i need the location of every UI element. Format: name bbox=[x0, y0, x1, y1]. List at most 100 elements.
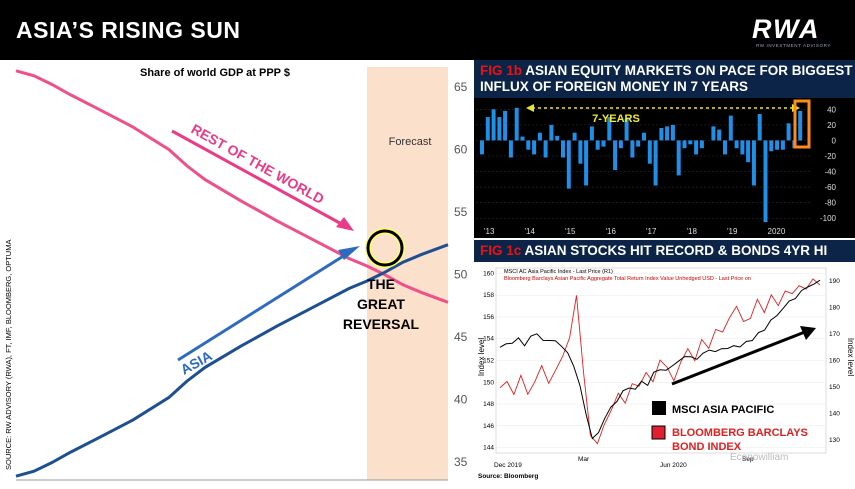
bar bbox=[549, 124, 554, 141]
left-axis-label: Index level bbox=[477, 338, 486, 376]
fig1b-bars bbox=[480, 107, 803, 223]
legend-top-msci: MSCI AC Asia Pacific Index - Last Price … bbox=[504, 269, 613, 275]
y-tick-label: -100 bbox=[820, 214, 837, 223]
y-tick-label: 40 bbox=[827, 105, 836, 114]
bar bbox=[543, 140, 548, 158]
forecast-label: Forecast bbox=[389, 136, 432, 148]
bar bbox=[497, 117, 502, 141]
asia-line bbox=[15, 243, 449, 478]
fig1c-title-text: ASIAN STOCKS HIT RECORD & BONDS 4YR HI bbox=[524, 243, 828, 258]
fig1c-chart: MSCI AC Asia Pacific Index - Last Price … bbox=[474, 262, 855, 484]
bar bbox=[711, 126, 716, 141]
bar bbox=[653, 140, 658, 186]
msci-line bbox=[499, 279, 821, 440]
rest-of-world-label: REST OF THE WORLD bbox=[189, 121, 327, 207]
rest-arrow-head bbox=[336, 217, 354, 231]
left-tick-label: 160 bbox=[483, 270, 494, 277]
logo-subtitle: RW INVESTMENT ADVISORY bbox=[756, 43, 831, 48]
y-tick-label: 40 bbox=[454, 393, 468, 407]
bar bbox=[798, 110, 803, 141]
rest-of-world-line bbox=[15, 69, 449, 304]
y-tick-label: -40 bbox=[824, 168, 836, 177]
bar bbox=[717, 129, 722, 141]
bar bbox=[624, 118, 629, 141]
bar bbox=[694, 140, 699, 155]
bar bbox=[665, 126, 670, 141]
y-tick-label: 60 bbox=[454, 142, 468, 156]
bar bbox=[630, 140, 635, 158]
bar bbox=[480, 140, 484, 155]
bar bbox=[607, 117, 612, 141]
bar bbox=[688, 140, 693, 145]
bar bbox=[775, 140, 780, 150]
bar bbox=[728, 115, 733, 141]
y-tick-label: 45 bbox=[454, 330, 468, 344]
x-tick-jun: Jun 2020 bbox=[660, 462, 687, 469]
y-tick-label: 65 bbox=[454, 80, 468, 94]
fig1b-svg: 40 20 0 -20 -40 -60 -80 -100 '13 '14 '15 '16 '17 '18… bbox=[476, 99, 837, 236]
y-tick-label: 55 bbox=[454, 205, 468, 219]
fig1b-grid: 40 20 0 -20 -40 -60 -80 -100 bbox=[476, 105, 837, 223]
right-tick-label: 150 bbox=[829, 384, 840, 391]
bar bbox=[520, 136, 525, 141]
x-tick-label: '19 bbox=[727, 227, 738, 236]
bar bbox=[659, 128, 664, 141]
seven-years-arrow-left bbox=[526, 104, 534, 112]
fig1c-svg: MSCI AC Asia Pacific Index - Last Price … bbox=[477, 267, 855, 480]
left-tick-label: 158 bbox=[483, 292, 494, 299]
legend-bond-label: BLOOMBERG BARCLAYS BOND INDEX bbox=[672, 427, 808, 453]
fig1c-right-ticks: 130 140 150 160 170 180 190 bbox=[829, 278, 840, 444]
right-tick-label: 140 bbox=[829, 410, 840, 417]
page-title: ASIA’S RISING SUN bbox=[16, 17, 241, 43]
x-tick-dec: Dec 2019 bbox=[494, 462, 522, 469]
bar bbox=[763, 140, 768, 223]
left-tick-label: 154 bbox=[483, 336, 494, 343]
trend-arrow bbox=[671, 328, 811, 386]
left-tick-label: 152 bbox=[483, 358, 494, 365]
rest-arrow bbox=[171, 129, 348, 229]
bar bbox=[723, 140, 727, 155]
y-tick-label: -20 bbox=[824, 152, 836, 161]
bar bbox=[555, 135, 560, 141]
bar bbox=[514, 107, 519, 141]
bar bbox=[757, 114, 762, 141]
source-note: SOURCE: RW ADVISORY (RWA), FT, IMF, BLOO… bbox=[4, 240, 13, 470]
x-tick-label: '15 bbox=[565, 227, 576, 236]
seven-years-label: 7-YEARS bbox=[592, 113, 640, 125]
chart-title: Share of world GDP at PPP $ bbox=[140, 67, 290, 79]
bar bbox=[734, 140, 739, 149]
bar bbox=[503, 110, 508, 141]
bar bbox=[601, 140, 606, 147]
right-tick-label: 170 bbox=[829, 331, 840, 338]
legend-msci-label: MSCI ASIA PACIFIC bbox=[672, 404, 774, 416]
fig1c-label: FIG 1c bbox=[480, 243, 522, 258]
bar bbox=[485, 117, 490, 141]
x-tick-label: '16 bbox=[606, 227, 617, 236]
legend-swatch-bond bbox=[651, 425, 666, 440]
asia-arrow bbox=[177, 248, 354, 362]
reversal-circle bbox=[366, 229, 404, 267]
gdp-y-ticks: 35 40 45 50 55 60 65 bbox=[16, 80, 468, 481]
bar bbox=[746, 140, 751, 163]
bar bbox=[537, 132, 542, 141]
bar bbox=[642, 132, 646, 141]
x-tick-label: '17 bbox=[646, 227, 657, 236]
bar bbox=[769, 140, 774, 152]
bond-index-line bbox=[499, 278, 821, 445]
bar bbox=[740, 140, 745, 155]
fig1c-source: Source: Bloomberg bbox=[478, 473, 538, 480]
bar bbox=[491, 109, 496, 141]
header-bar: ASIA’S RISING SUN RWA RW INVESTMENT ADVI… bbox=[0, 0, 855, 60]
gdp-share-chart: Forecast Share of world GDP at PPP $ 35 4… bbox=[0, 60, 472, 489]
fig1b-title-text: ASIAN EQUITY MARKETS ON PACE FOR BIGGEST… bbox=[480, 63, 853, 94]
bar bbox=[613, 140, 618, 170]
bar bbox=[647, 140, 652, 164]
y-tick-label: -80 bbox=[824, 199, 836, 208]
bar bbox=[786, 123, 791, 141]
trend-arrow-head bbox=[800, 326, 816, 340]
left-tick-label: 146 bbox=[483, 423, 494, 430]
right-tick-label: 130 bbox=[829, 437, 840, 444]
right-tick-label: 160 bbox=[829, 358, 840, 365]
logo-text: RWA bbox=[752, 14, 821, 44]
bar bbox=[532, 140, 537, 155]
